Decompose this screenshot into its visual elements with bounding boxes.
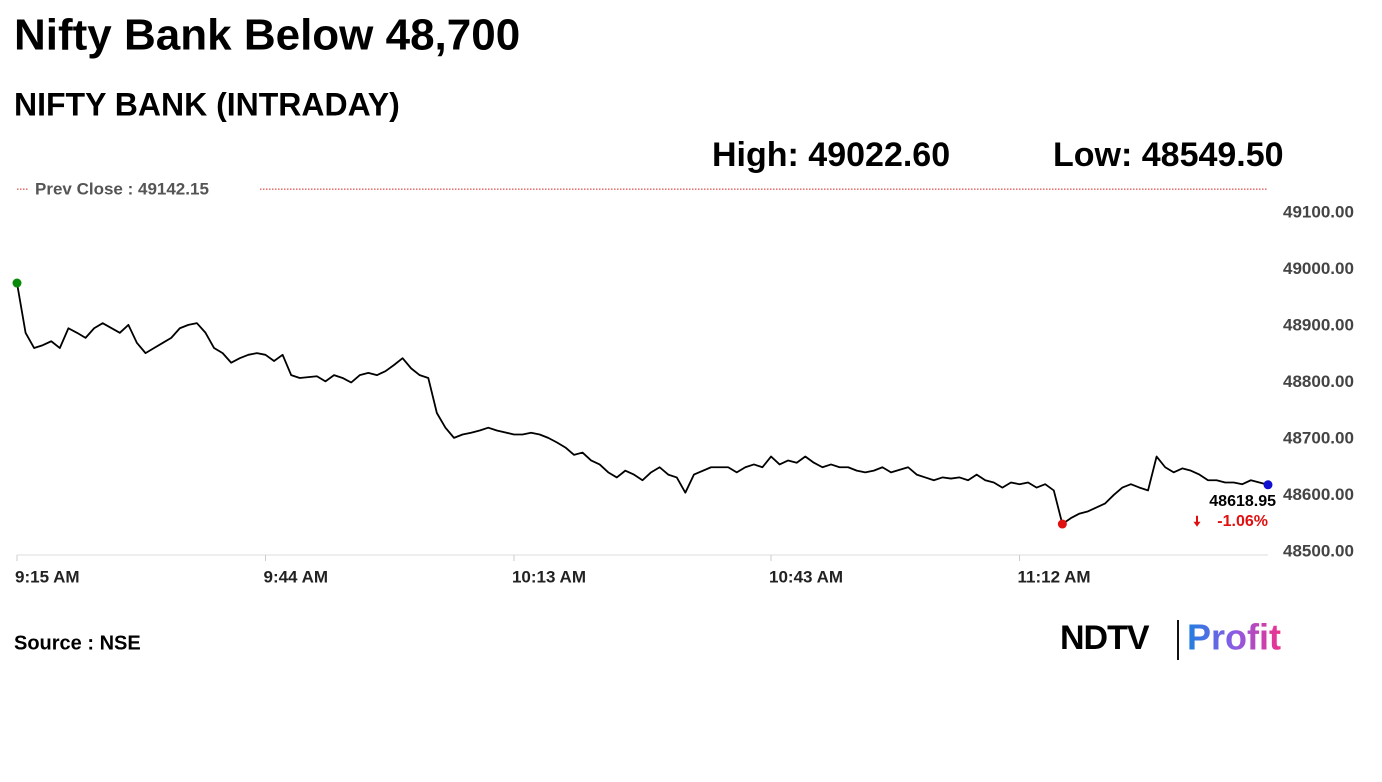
price-line — [16, 282, 1269, 525]
change-label: -1.06% — [1217, 513, 1268, 530]
y-tick-label: 48600.00 — [1283, 485, 1354, 504]
y-tick-label: 48800.00 — [1283, 372, 1354, 391]
source: Source : NSE — [14, 632, 141, 654]
y-tick-label: 49000.00 — [1283, 259, 1354, 278]
last-value-label: 48618.95 — [1209, 493, 1276, 510]
y-tick-label: 48900.00 — [1283, 315, 1354, 334]
x-tick-label: 10:43 AM — [769, 567, 843, 586]
prev-close-label: Prev Close : 49142.15 — [35, 180, 209, 199]
x-tick-label: 9:44 AM — [263, 567, 328, 586]
y-tick-label: 48500.00 — [1283, 541, 1354, 560]
low-label: Low: 48549.50 — [1053, 136, 1284, 174]
chart-title: Nifty Bank Below 48,700 — [14, 11, 520, 60]
prev-close-label-bg — [28, 178, 260, 201]
x-tick-label: 10:13 AM — [512, 567, 586, 586]
down-arrow — [1193, 515, 1201, 527]
brand-profit: Profit — [1187, 617, 1281, 658]
y-tick-label: 48700.00 — [1283, 428, 1354, 447]
x-tick-label: 11:12 AM — [1018, 567, 1091, 586]
last-marker — [1263, 480, 1273, 490]
y-tick-label: 49100.00 — [1283, 202, 1354, 221]
brand-ndtv: NDTV — [1060, 619, 1150, 657]
x-tick-label: 9:15 AM — [15, 567, 80, 586]
low-marker — [1057, 519, 1067, 529]
chart-subtitle: NIFTY BANK (INTRADAY) — [14, 86, 400, 122]
open-marker — [12, 278, 22, 288]
high-label: High: 49022.60 — [712, 136, 950, 174]
